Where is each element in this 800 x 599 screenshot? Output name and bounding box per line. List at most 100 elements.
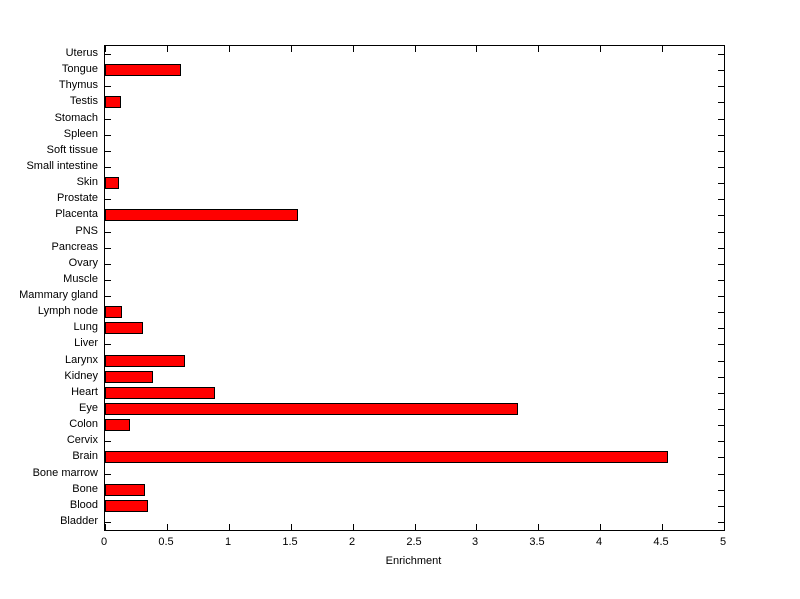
y-tick-label: Bladder xyxy=(60,515,98,527)
y-tick xyxy=(105,151,111,152)
x-axis-title: Enrichment xyxy=(385,555,442,567)
y-tick-right xyxy=(718,490,724,491)
y-tick xyxy=(105,232,111,233)
y-tick-label: Prostate xyxy=(57,192,98,204)
x-tick-top xyxy=(538,46,539,52)
y-tick-right xyxy=(718,102,724,103)
x-tick-top xyxy=(105,46,106,52)
y-tick-right xyxy=(718,506,724,507)
bar-eye xyxy=(105,403,518,415)
bar-testis xyxy=(105,96,121,108)
x-tick-label: 0.5 xyxy=(158,536,174,548)
y-tick-label: Tongue xyxy=(61,63,98,75)
x-tick-top xyxy=(167,46,168,52)
bar-larynx xyxy=(105,355,185,367)
bar-colon xyxy=(105,419,130,431)
y-tick xyxy=(105,280,111,281)
y-tick-label: Liver xyxy=(74,337,98,349)
y-tick-right xyxy=(718,119,724,120)
y-tick-right xyxy=(718,425,724,426)
x-tick-label: 3.5 xyxy=(529,536,545,548)
y-tick-label: Stomach xyxy=(54,112,98,124)
y-tick-label: Pancreas xyxy=(51,241,98,253)
y-tick-label: Skin xyxy=(76,176,98,188)
y-tick-right xyxy=(718,474,724,475)
y-tick-right xyxy=(718,441,724,442)
y-tick-right xyxy=(718,361,724,362)
y-tick-right xyxy=(718,70,724,71)
x-tick-top xyxy=(600,46,601,52)
x-tick-top xyxy=(662,46,663,52)
y-tick-right xyxy=(718,215,724,216)
bar-brain xyxy=(105,451,668,463)
x-tick xyxy=(662,524,663,530)
x-tick xyxy=(167,524,168,530)
y-tick-right xyxy=(718,54,724,55)
y-tick-right xyxy=(718,248,724,249)
y-tick-label: Thymus xyxy=(58,79,98,91)
y-tick-right xyxy=(718,409,724,410)
y-tick xyxy=(105,522,111,523)
y-tick-label: Kidney xyxy=(64,370,98,382)
y-tick-label: Larynx xyxy=(64,354,98,366)
y-tick-label: Ovary xyxy=(68,257,98,269)
y-tick-label: Mammary gland xyxy=(19,289,98,301)
y-tick xyxy=(105,167,111,168)
y-tick-right xyxy=(718,328,724,329)
y-tick-right xyxy=(718,167,724,168)
y-tick-right xyxy=(718,151,724,152)
x-tick-top xyxy=(353,46,354,52)
y-tick-label: Cervix xyxy=(66,434,98,446)
y-tick-right xyxy=(718,183,724,184)
x-tick-label: 3 xyxy=(471,536,479,548)
y-tick-label: Lymph node xyxy=(37,305,98,317)
y-tick xyxy=(105,135,111,136)
y-tick-right xyxy=(718,344,724,345)
bar-placenta xyxy=(105,209,298,221)
y-tick-right xyxy=(718,232,724,233)
y-tick-label: Spleen xyxy=(63,128,98,140)
x-tick xyxy=(476,524,477,530)
y-tick-right xyxy=(718,280,724,281)
y-tick xyxy=(105,248,111,249)
plot-area xyxy=(104,45,725,531)
x-tick xyxy=(415,524,416,530)
y-tick-label: Placenta xyxy=(55,208,98,220)
y-tick xyxy=(105,296,111,297)
y-tick-label: Soft tissue xyxy=(46,144,98,156)
y-tick-label: Brain xyxy=(72,450,98,462)
x-tick-top xyxy=(476,46,477,52)
y-tick-right xyxy=(718,522,724,523)
y-tick-right xyxy=(718,296,724,297)
x-tick-label: 2.5 xyxy=(406,536,422,548)
x-tick-label: 4.5 xyxy=(653,536,669,548)
y-tick-right xyxy=(718,264,724,265)
y-tick-right xyxy=(718,312,724,313)
y-tick-label: PNS xyxy=(75,225,98,237)
bar-skin xyxy=(105,177,119,189)
y-tick-label: Colon xyxy=(69,418,98,430)
y-tick xyxy=(105,86,111,87)
bar-kidney xyxy=(105,371,153,383)
x-tick-label: 4 xyxy=(595,536,603,548)
y-tick-label: Bone xyxy=(72,483,98,495)
bar-lung xyxy=(105,322,143,334)
bar-tongue xyxy=(105,64,181,76)
y-tick-label: Lung xyxy=(73,321,98,333)
y-tick-label: Eye xyxy=(79,402,98,414)
bar-lymph-node xyxy=(105,306,122,318)
x-tick xyxy=(724,524,725,530)
x-tick-label: 0 xyxy=(100,536,108,548)
y-tick-label: Muscle xyxy=(63,273,98,285)
y-tick-right xyxy=(718,393,724,394)
y-tick xyxy=(105,119,111,120)
y-tick-right xyxy=(718,199,724,200)
x-tick-label: 2 xyxy=(348,536,356,548)
x-tick xyxy=(600,524,601,530)
y-tick-right xyxy=(718,457,724,458)
x-tick xyxy=(229,524,230,530)
x-tick-top xyxy=(724,46,725,52)
y-tick-label: Small intestine xyxy=(26,160,98,172)
bar-blood xyxy=(105,500,148,512)
y-tick-label: Uterus xyxy=(65,47,98,59)
